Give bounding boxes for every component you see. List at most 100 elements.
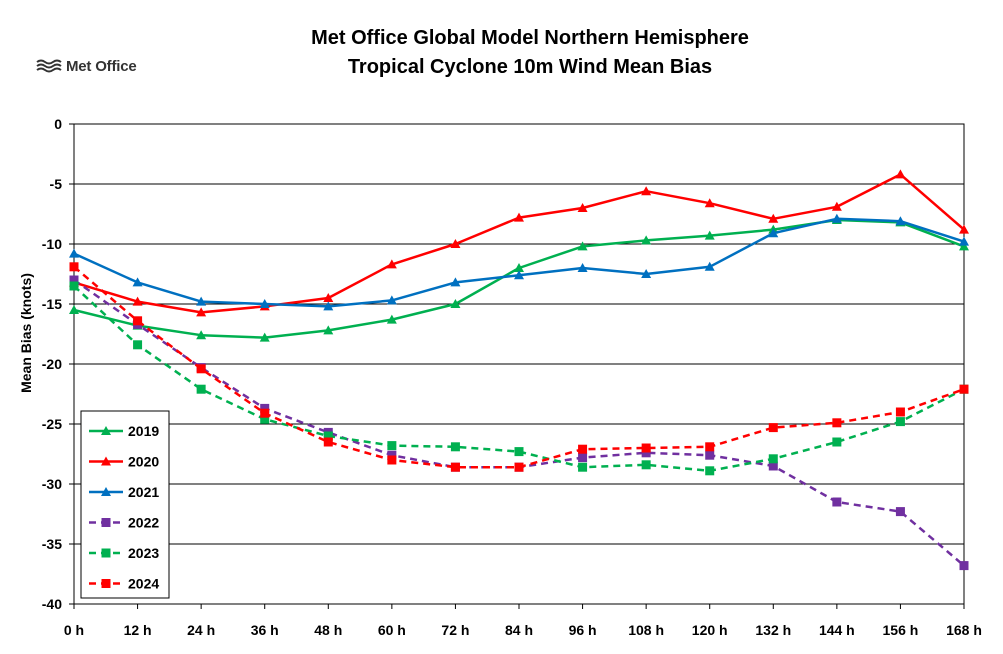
series-2020 — [69, 169, 969, 317]
data-point-2021 — [259, 299, 270, 308]
legend-swatch-marker — [101, 456, 111, 466]
data-point-2020 — [386, 259, 397, 269]
data-point-2020 — [768, 213, 779, 223]
data-point-2024 — [705, 442, 715, 452]
data-point-2021 — [69, 248, 79, 258]
data-point-2023 — [832, 437, 842, 447]
legend-label: 2022 — [128, 515, 159, 531]
data-point-2020 — [132, 296, 143, 306]
legend-swatch-marker — [101, 548, 111, 558]
data-point-2022 — [260, 403, 270, 413]
legend-item-2021: 2021 — [89, 484, 159, 500]
met-office-wave-icon — [36, 59, 62, 73]
data-point-2024 — [641, 443, 651, 453]
data-point-2023 — [450, 442, 460, 452]
data-point-2021 — [704, 261, 715, 271]
data-point-2020 — [196, 307, 207, 317]
legend-label: 2023 — [128, 545, 159, 561]
series-line-2020 — [73, 173, 965, 314]
x-tick-label: 24 h — [187, 622, 215, 638]
data-point-2023 — [514, 447, 524, 457]
x-tick-label: 0 h — [64, 622, 84, 638]
legend-box — [80, 410, 170, 599]
x-tick-label: 12 h — [124, 622, 152, 638]
data-point-2021 — [514, 270, 524, 280]
axis-layer: 0 -5 -10 -15 -20 -25 -30 -35 -400 h 12 h 24 h 36 h 4… — [42, 116, 982, 638]
x-tick-label: 120 h — [692, 622, 728, 638]
data-point-2021 — [450, 277, 461, 287]
data-point-2019 — [196, 330, 207, 340]
series-2024 — [69, 262, 969, 472]
data-point-2019 — [259, 332, 270, 342]
x-tick-label: 156 h — [883, 622, 919, 638]
data-point-2024 — [450, 462, 460, 472]
legend-swatch-marker — [101, 487, 111, 496]
data-point-2022 — [705, 450, 715, 460]
data-point-2023 — [260, 414, 270, 424]
data-point-2023 — [133, 340, 143, 350]
y-tick-label: -5 — [50, 176, 63, 192]
x-tick-label: 60 h — [378, 622, 406, 638]
data-point-2021 — [577, 263, 588, 272]
data-point-2019 — [514, 263, 524, 272]
data-point-2021 — [323, 301, 334, 311]
y-tick-label: -10 — [42, 236, 62, 252]
data-point-2020 — [704, 198, 715, 208]
data-point-2020 — [959, 224, 969, 234]
y-tick-label: -35 — [42, 536, 62, 552]
data-point-2021 — [196, 296, 207, 306]
data-point-2023 — [768, 454, 778, 464]
chart-title-line-2: Tropical Cyclone 10m Wind Mean Bias — [347, 56, 713, 78]
legend-item-2019: 2019 — [89, 423, 159, 439]
data-point-2022 — [895, 507, 905, 517]
grid-layer — [74, 123, 964, 605]
legend-label: 2020 — [128, 454, 159, 470]
data-point-2024 — [133, 316, 143, 326]
x-tick-label: 144 h — [819, 622, 855, 638]
data-point-2021 — [768, 228, 779, 238]
series-line-2023 — [73, 285, 965, 473]
y-tick-label: -15 — [42, 296, 62, 312]
y-tick-label: -40 — [42, 596, 62, 612]
data-point-2020 — [323, 293, 334, 302]
legend-item-2023: 2023 — [89, 545, 159, 561]
y-tick-label: 0 — [54, 116, 62, 132]
legend-item-2024: 2024 — [89, 576, 159, 592]
data-point-2024 — [514, 462, 524, 472]
series-2021 — [69, 213, 969, 311]
data-point-2024 — [832, 418, 842, 428]
legend-label: 2021 — [128, 484, 159, 500]
data-point-2019 — [450, 299, 461, 308]
chart-title-line-1: Met Office Global Model Northern Hemisph… — [311, 27, 749, 49]
data-point-2019 — [69, 305, 79, 314]
data-point-2022 — [578, 453, 588, 463]
series-2023 — [69, 281, 969, 476]
data-point-2024 — [959, 384, 969, 394]
data-point-2024 — [578, 444, 588, 454]
data-point-2021 — [132, 277, 143, 287]
legend-label: 2024 — [128, 576, 159, 592]
data-point-2021 — [959, 236, 969, 246]
data-point-2023 — [196, 384, 206, 394]
data-point-2019 — [577, 241, 588, 251]
legend-item-2020: 2020 — [89, 454, 159, 470]
data-point-2019 — [386, 314, 397, 324]
data-point-2019 — [641, 235, 652, 245]
x-tick-label: 132 h — [755, 622, 791, 638]
data-point-2022 — [387, 450, 397, 460]
y-tick-label: -30 — [42, 476, 62, 492]
data-point-2020 — [514, 212, 524, 222]
legend-swatch-marker — [101, 579, 111, 588]
x-tick-label: 168 h — [946, 622, 982, 638]
data-point-2023 — [705, 466, 715, 476]
y-tick-label: -25 — [42, 416, 62, 432]
data-point-2020 — [577, 203, 588, 212]
data-point-2024 — [69, 262, 79, 272]
data-point-2022 — [69, 275, 79, 285]
legend-swatch-marker — [101, 426, 111, 435]
data-point-2022 — [641, 448, 651, 458]
data-point-2021 — [895, 216, 906, 226]
series-layer — [69, 169, 969, 571]
data-point-2021 — [386, 295, 397, 305]
logo-text: Met Office — [66, 57, 137, 75]
